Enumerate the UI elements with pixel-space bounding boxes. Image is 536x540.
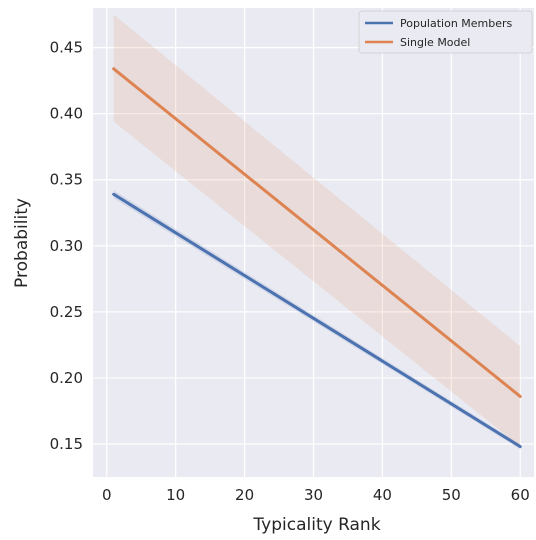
y-tick-label: 0.30 [50, 237, 83, 255]
y-tick-label: 0.15 [50, 435, 83, 453]
y-tick-label: 0.20 [50, 369, 83, 387]
y-tick-label: 0.45 [50, 39, 83, 57]
y-tick-label: 0.35 [50, 171, 83, 189]
x-tick-label: 10 [166, 486, 185, 504]
legend-box [358, 10, 533, 54]
legend-label-single-model: Single Model [400, 36, 470, 49]
x-tick-label: 20 [235, 486, 254, 504]
legend: Population Members Single Model [358, 10, 533, 54]
y-tick-label: 0.40 [50, 105, 83, 123]
x-axis-label: Typicality Rank [252, 515, 380, 535]
series-lines [112, 67, 522, 449]
x-tick-label: 30 [304, 486, 323, 504]
grid-lines [93, 8, 534, 477]
confidence-band-single-model [113, 14, 521, 447]
legend-label-population-members: Population Members [400, 17, 513, 30]
y-axis-label: Probability [12, 198, 32, 288]
series-line-single-model [112, 67, 522, 398]
x-tick-label: 40 [373, 486, 392, 504]
x-tick-label: 60 [511, 486, 530, 504]
series-line-population-members [112, 192, 522, 449]
x-tick-label: 0 [102, 486, 112, 504]
tick-labels: 0 10 20 30 40 50 60 0.15 0.20 0.25 0.30 0.35 0.40 0.4… [50, 39, 530, 504]
y-tick-label: 0.25 [50, 303, 83, 321]
x-tick-label: 50 [442, 486, 461, 504]
